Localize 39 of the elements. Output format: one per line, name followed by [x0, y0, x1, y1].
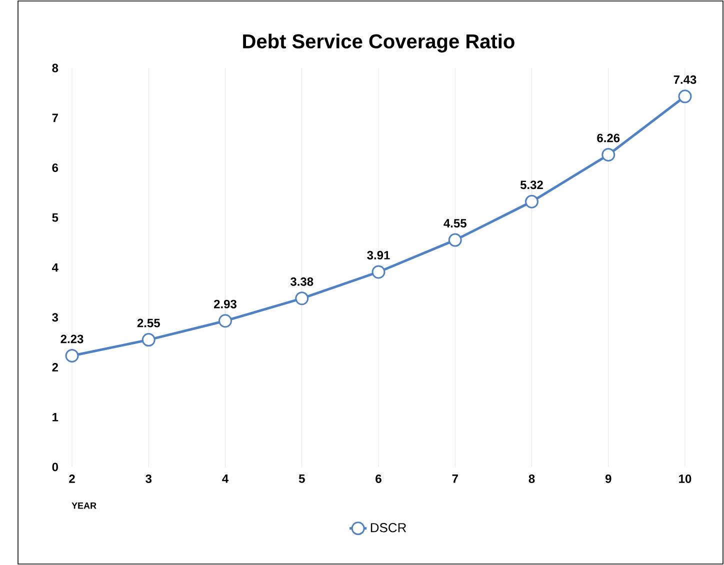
y-tick-label: 1 — [52, 412, 58, 422]
x-tick-label: 8 — [528, 474, 535, 484]
point — [678, 90, 692, 104]
y-tick-label: 7 — [52, 114, 58, 122]
point — [372, 265, 386, 279]
point — [142, 333, 156, 347]
data-label: 3.38 — [290, 277, 314, 286]
data-label: 2.23 — [60, 334, 84, 344]
x-tick-label: 9 — [605, 474, 612, 484]
x-tick-label: 6 — [376, 474, 382, 484]
point — [218, 314, 232, 328]
x-tick-label: 2 — [69, 474, 75, 483]
data-label: 6.26 — [597, 134, 620, 142]
point — [524, 194, 538, 208]
data-label: 2.55 — [137, 318, 160, 328]
data-label: 3.91 — [367, 250, 390, 260]
data-label: 5.32 — [520, 180, 543, 190]
x-axis-title: YEAR — [72, 502, 96, 509]
x-tick-label: 5 — [298, 474, 305, 483]
x-tick-label: 3 — [146, 474, 152, 484]
x-tick-label: 4 — [222, 474, 229, 483]
x-tick-label: 7 — [452, 474, 458, 483]
data-label: 7.43 — [674, 75, 696, 84]
point — [602, 148, 616, 162]
point — [65, 349, 79, 363]
point — [295, 292, 309, 306]
y-tick-label: 0 — [52, 462, 58, 472]
y-tick-label: 2 — [52, 363, 58, 372]
y-tick-label: 4 — [52, 263, 58, 272]
chart-title: Debt Service Coverage Ratio — [243, 34, 514, 52]
x-tick-label: 10 — [679, 474, 692, 484]
legend-label: DSCR — [370, 523, 406, 532]
y-tick-label: 5 — [52, 213, 58, 222]
point — [448, 233, 462, 247]
data-label: 4.55 — [444, 219, 466, 228]
y-tick-label: 6 — [52, 164, 58, 172]
data-label: 2.93 — [214, 300, 236, 308]
y-tick-label: 3 — [52, 313, 58, 322]
y-tick-label: 8 — [52, 64, 58, 72]
